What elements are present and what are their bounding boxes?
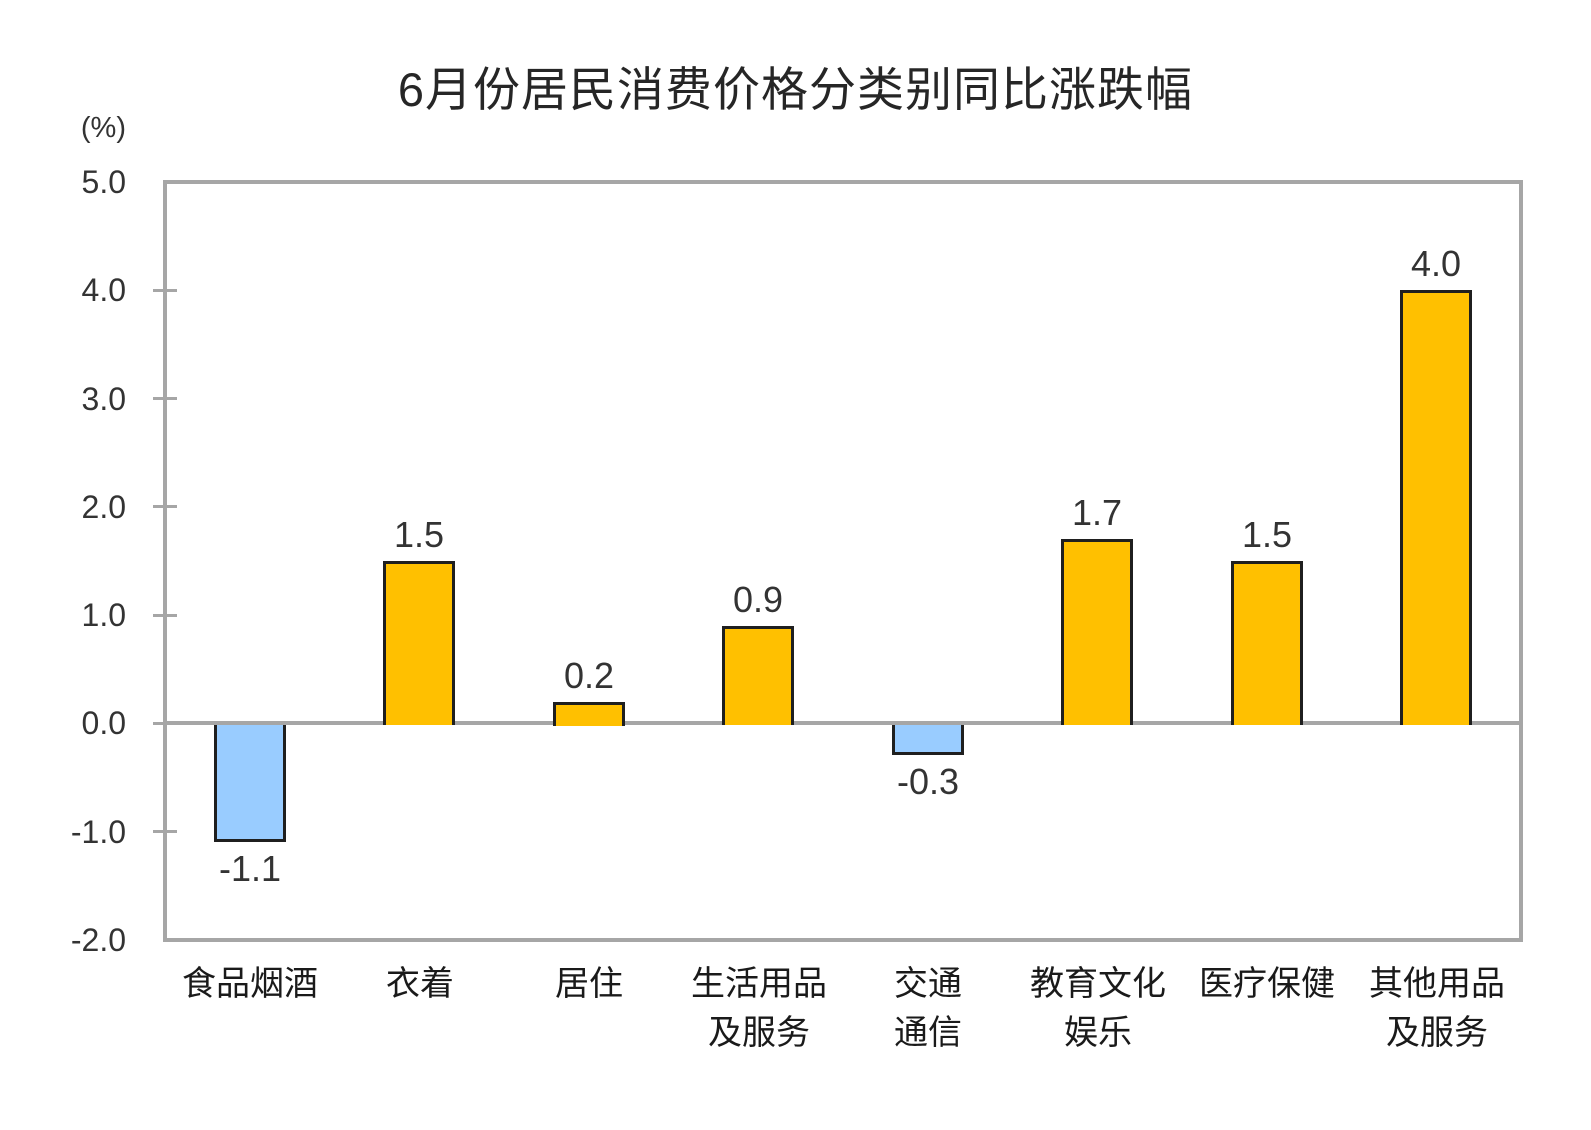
x-category-label: 交通 通信: [894, 965, 962, 1052]
bar-value-label: -1.1: [218, 848, 282, 889]
x-category-label: 教育文化 娱乐: [1030, 965, 1166, 1052]
bar: [214, 725, 286, 842]
y-axis-tick-label: 1.0: [81, 597, 126, 634]
bar-value-label: -0.3: [896, 761, 960, 802]
bar: [722, 626, 794, 725]
y-axis-tick-label: 3.0: [81, 380, 126, 417]
bar-value-label: 1.5: [1241, 514, 1293, 555]
bar: [553, 702, 625, 726]
y-axis-tick-label: -1.0: [70, 813, 126, 850]
x-category-label: 生活用品 及服务: [691, 965, 827, 1052]
bar: [1061, 539, 1133, 725]
y-axis-unit-label: (%): [80, 112, 126, 144]
x-category-label: 居住: [555, 965, 623, 1003]
x-category-label: 食品烟酒: [182, 965, 318, 1003]
y-axis-tick-label: -2.0: [70, 922, 126, 958]
y-axis-tick-label: 4.0: [81, 272, 126, 309]
y-axis-tick: [153, 397, 177, 400]
x-category-label: 衣着: [386, 965, 454, 1003]
y-axis-tick: [153, 289, 177, 292]
plot-area: [163, 180, 1523, 942]
bar: [1400, 290, 1472, 725]
y-axis-tick: [153, 614, 177, 617]
x-category-label: 其他用品 及服务: [1369, 965, 1505, 1052]
chart-title: 6月份居民消费价格分类别同比涨跌幅: [397, 63, 1194, 116]
bar-value-label: 4.0: [1410, 243, 1462, 284]
y-axis-tick: [153, 722, 177, 725]
y-axis-tick: [153, 830, 177, 833]
zero-baseline: [167, 721, 1519, 725]
y-axis-tick: [153, 505, 177, 508]
y-axis-tick-label: 5.0: [81, 164, 126, 200]
y-axis-tick-label: 2.0: [81, 488, 126, 525]
bar: [383, 561, 455, 725]
bar-value-label: 0.2: [563, 655, 615, 696]
y-axis-tick-label: 0.0: [81, 705, 126, 742]
bar-value-label: 1.5: [393, 514, 445, 555]
bar-value-label: 1.7: [1071, 492, 1123, 533]
bar-value-label: 0.9: [732, 579, 784, 620]
bar: [1231, 561, 1303, 725]
x-category-label: 医疗保健: [1199, 965, 1335, 1003]
bar: [892, 725, 964, 755]
